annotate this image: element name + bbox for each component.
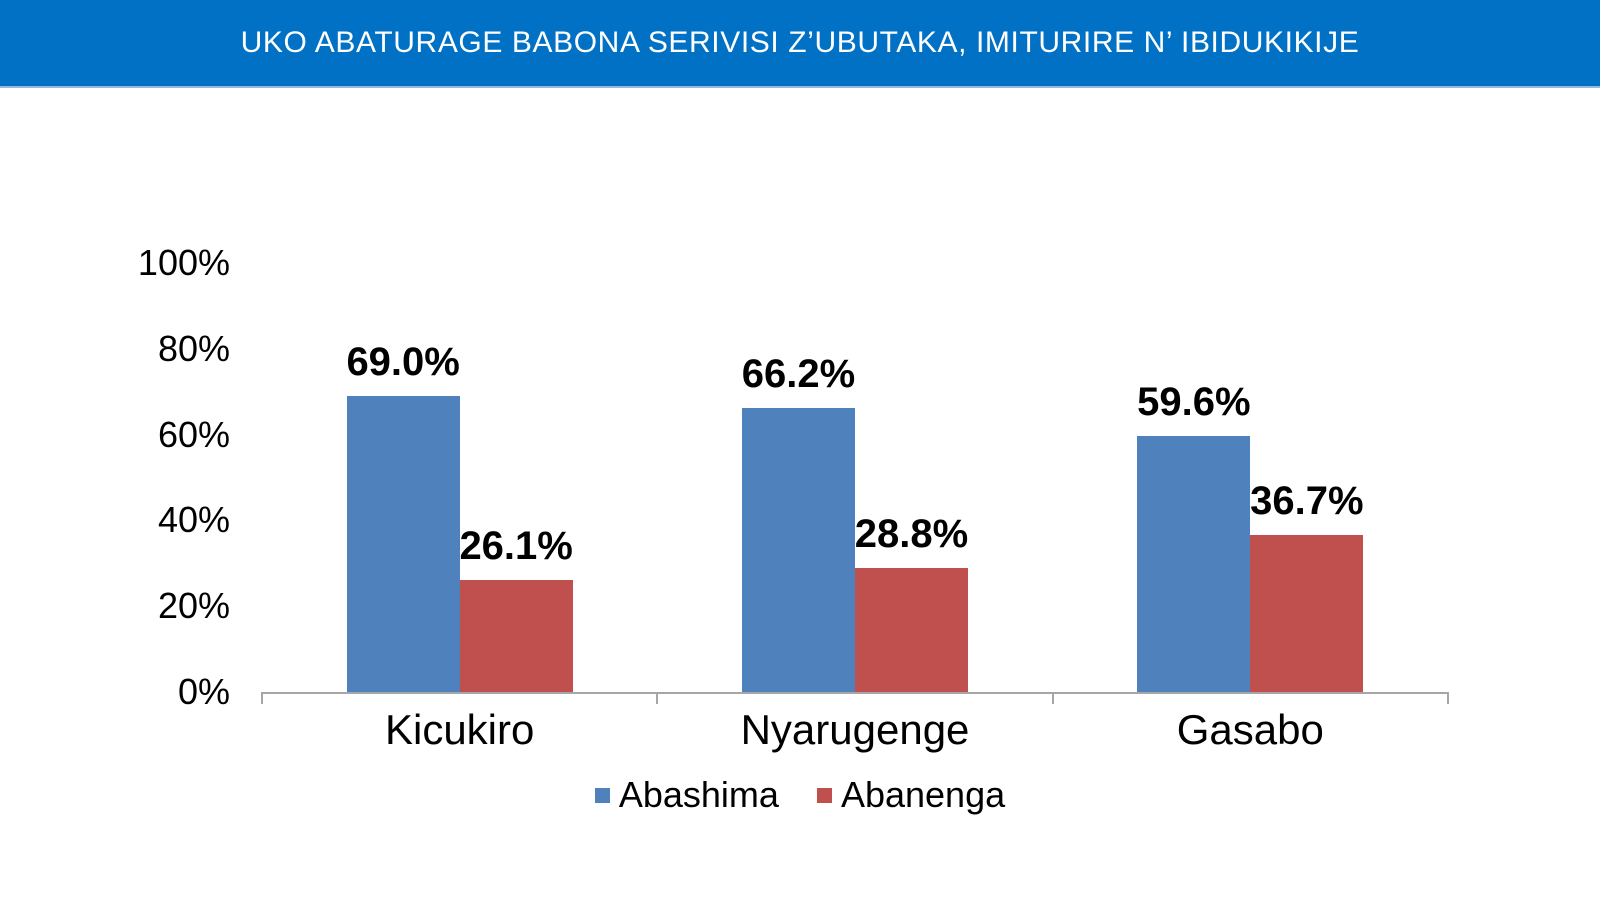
y-axis-tick-label-100: 100% [137,242,230,283]
legend-swatch-abashima [594,787,610,803]
y-axis-tick-label-20: 20% [157,585,230,627]
page-title: UKO ABATURAGE BABONA SERIVISI Z’UBUTAKA,… [240,26,1360,59]
value-label-abanenga-gasabo: 36.7% [1250,478,1364,523]
x-axis-line [262,692,1448,694]
legend-item-abashima: Abashima [594,773,779,817]
bar-abashima-kicukiro [346,395,460,692]
x-axis-label-gasabo: Gasabo [1176,706,1324,753]
bar-abanenga-kicukiro [459,580,573,692]
x-axis-tick [1051,692,1054,704]
x-axis-tick [1447,692,1449,704]
title-bar: UKO ABATURAGE BABONA SERIVISI Z’UBUTAKA,… [0,0,1600,88]
value-label-abashima-nyarugenge: 66.2% [741,352,856,396]
bar-abanenga-gasabo [1250,534,1364,692]
legend-item-abanenga: Abanenga [816,773,1006,817]
y-axis-tick-label-60: 60% [157,413,230,455]
x-axis-tick [261,692,263,704]
value-label-abanenga-kicukiro: 26.1% [459,524,573,569]
value-label-abanenga-nyarugenge: 28.8% [854,512,969,557]
bar-abashima-gasabo [1137,436,1251,692]
value-label-abashima-gasabo: 59.6% [1137,380,1251,425]
y-axis-tick-label-80: 80% [157,327,230,369]
legend-label-abashima: Abashima [618,774,779,815]
y-axis-tick-label-0: 0% [177,671,230,712]
legend-label-abanenga: Abanenga [840,774,1006,815]
x-axis-tick [656,692,659,704]
chart-legend: Abashima Abanenga [0,772,1600,818]
x-axis-label-nyarugenge: Nyarugenge [740,706,970,753]
legend-swatch-abanenga [816,787,832,803]
bar-abashima-nyarugenge [742,408,855,692]
x-axis-label-kicukiro: Kicukiro [384,706,535,753]
value-label-abashima-kicukiro: 69.0% [346,339,460,384]
y-axis-tick-label-40: 40% [157,499,230,541]
bar-abanenga-nyarugenge [855,568,968,692]
